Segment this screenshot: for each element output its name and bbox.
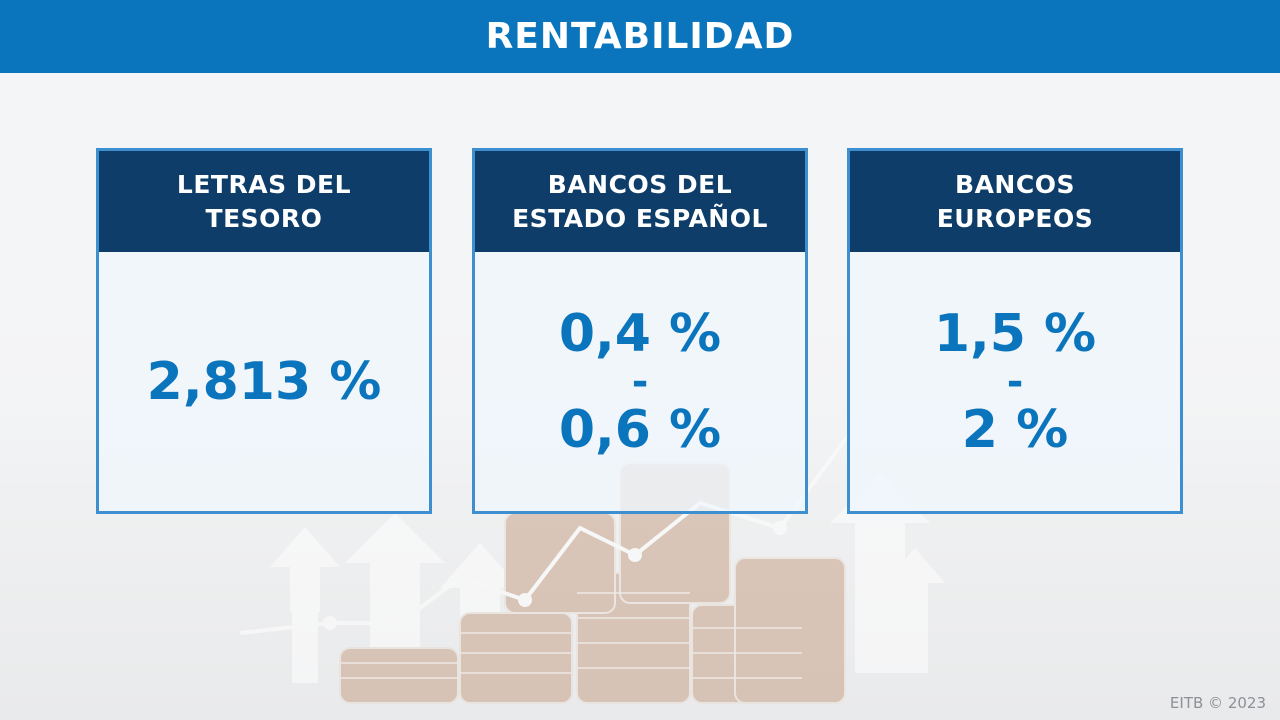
yield-value-low: 0,6 % [558, 399, 722, 460]
card-body: 1,5 % - 2 % [850, 252, 1180, 511]
card-title: BANCOS DEL ESTADO ESPAÑOL [512, 169, 768, 233]
card-header: LETRAS DEL TESORO [99, 151, 429, 252]
header-bar: RENTABILIDAD [0, 0, 1280, 73]
yield-value-high: 1,5 % [933, 303, 1097, 364]
range-separator: - [631, 358, 649, 405]
yield-value: 2,813 % [146, 351, 382, 412]
card-bancos-estado-espanol: BANCOS DEL ESTADO ESPAÑOL 0,4 % - 0,6 % [472, 148, 808, 514]
page-title: RENTABILIDAD [485, 16, 795, 57]
card-title: BANCOS EUROPEOS [936, 169, 1094, 233]
yield-value-low: 2 % [961, 399, 1069, 460]
card-title: LETRAS DEL TESORO [176, 169, 352, 233]
copyright-watermark: EITB © 2023 [1169, 694, 1266, 712]
card-bancos-europeos: BANCOS EUROPEOS 1,5 % - 2 % [847, 148, 1183, 514]
card-letras-del-tesoro: LETRAS DEL TESORO 2,813 % [96, 148, 432, 514]
card-body: 2,813 % [99, 252, 429, 511]
card-body: 0,4 % - 0,6 % [475, 252, 805, 511]
card-header: BANCOS EUROPEOS [850, 151, 1180, 252]
range-separator: - [1006, 358, 1024, 405]
card-header: BANCOS DEL ESTADO ESPAÑOL [475, 151, 805, 252]
yield-value-high: 0,4 % [558, 303, 722, 364]
